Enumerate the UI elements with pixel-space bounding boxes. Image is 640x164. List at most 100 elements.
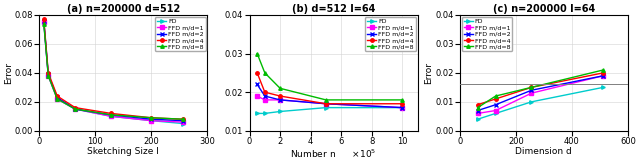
Line: FD: FD bbox=[255, 106, 404, 115]
FFD m/d=1 bbox=[474, 113, 481, 114]
FFD m/d=4 bbox=[44, 72, 52, 74]
FD bbox=[492, 113, 499, 114]
FD bbox=[71, 108, 79, 110]
FD bbox=[474, 118, 481, 120]
FD bbox=[40, 21, 47, 23]
FFD m/d=4 bbox=[148, 117, 156, 119]
FFD m/d=2 bbox=[474, 110, 481, 112]
FD bbox=[44, 75, 52, 77]
FFD m/d=1 bbox=[527, 92, 535, 94]
FFD m/d=8 bbox=[527, 86, 535, 88]
FFD m/d=1 bbox=[399, 107, 406, 109]
Y-axis label: Error: Error bbox=[424, 62, 434, 84]
Line: FD: FD bbox=[476, 86, 605, 121]
FFD m/d=8 bbox=[474, 107, 481, 109]
FFD m/d=4 bbox=[276, 95, 284, 97]
Legend: FD, FFD m/d=1, FFD m/d=2, FFD m/d=4, FFD m/d=8: FD, FFD m/d=1, FFD m/d=2, FFD m/d=4, FFD… bbox=[461, 17, 512, 51]
FFD m/d=2 bbox=[600, 75, 607, 77]
Line: FFD m/d=2: FFD m/d=2 bbox=[255, 83, 404, 109]
FFD m/d=1 bbox=[253, 95, 261, 97]
FD bbox=[253, 113, 261, 114]
FD bbox=[527, 101, 535, 103]
FFD m/d=8 bbox=[276, 87, 284, 89]
FFD m/d=8 bbox=[261, 72, 269, 74]
Line: FD: FD bbox=[42, 20, 184, 125]
FD bbox=[148, 120, 156, 122]
FFD m/d=4 bbox=[71, 107, 79, 109]
FD bbox=[53, 98, 61, 100]
FFD m/d=2 bbox=[399, 107, 406, 109]
FFD m/d=1 bbox=[148, 120, 156, 122]
FFD m/d=8 bbox=[71, 108, 79, 110]
Line: FFD m/d=8: FFD m/d=8 bbox=[255, 52, 404, 102]
FFD m/d=8 bbox=[179, 118, 187, 120]
Line: FFD m/d=8: FFD m/d=8 bbox=[42, 22, 184, 121]
FFD m/d=2 bbox=[261, 95, 269, 97]
FFD m/d=1 bbox=[261, 99, 269, 101]
FFD m/d=2 bbox=[527, 89, 535, 91]
FFD m/d=2 bbox=[40, 20, 47, 22]
Line: FFD m/d=4: FFD m/d=4 bbox=[476, 71, 605, 106]
FFD m/d=1 bbox=[44, 75, 52, 77]
X-axis label: Sketching Size l: Sketching Size l bbox=[88, 147, 159, 156]
FFD m/d=1 bbox=[492, 110, 499, 112]
FFD m/d=2 bbox=[492, 104, 499, 106]
FFD m/d=1 bbox=[600, 75, 607, 77]
FD bbox=[322, 107, 330, 109]
FFD m/d=8 bbox=[600, 69, 607, 71]
FFD m/d=4 bbox=[399, 103, 406, 105]
FFD m/d=2 bbox=[276, 99, 284, 101]
Title: (a) n=200000 d=512: (a) n=200000 d=512 bbox=[67, 4, 180, 14]
FFD m/d=4 bbox=[40, 18, 47, 20]
FFD m/d=4 bbox=[474, 104, 481, 106]
Line: FFD m/d=8: FFD m/d=8 bbox=[476, 68, 605, 109]
FFD m/d=2 bbox=[53, 96, 61, 98]
FFD m/d=2 bbox=[44, 73, 52, 75]
Line: FFD m/d=4: FFD m/d=4 bbox=[255, 71, 404, 105]
Line: FFD m/d=1: FFD m/d=1 bbox=[255, 94, 404, 109]
FFD m/d=4 bbox=[600, 72, 607, 74]
Line: FFD m/d=2: FFD m/d=2 bbox=[476, 74, 605, 112]
FFD m/d=2 bbox=[179, 120, 187, 122]
Line: FFD m/d=1: FFD m/d=1 bbox=[42, 20, 184, 124]
FFD m/d=2 bbox=[108, 114, 115, 116]
FD bbox=[179, 123, 187, 124]
FFD m/d=8 bbox=[108, 114, 115, 116]
FFD m/d=4 bbox=[527, 86, 535, 88]
FFD m/d=1 bbox=[71, 108, 79, 110]
FD bbox=[276, 111, 284, 113]
FFD m/d=2 bbox=[148, 118, 156, 120]
FFD m/d=4 bbox=[179, 118, 187, 120]
Line: FFD m/d=4: FFD m/d=4 bbox=[42, 18, 184, 121]
FFD m/d=1 bbox=[53, 98, 61, 100]
FFD m/d=8 bbox=[253, 53, 261, 55]
FFD m/d=4 bbox=[322, 103, 330, 105]
FD bbox=[261, 113, 269, 114]
FFD m/d=2 bbox=[71, 108, 79, 110]
FFD m/d=2 bbox=[322, 103, 330, 105]
FFD m/d=1 bbox=[276, 99, 284, 101]
FFD m/d=4 bbox=[53, 95, 61, 97]
Title: (c) n=200000 l=64: (c) n=200000 l=64 bbox=[493, 4, 595, 14]
Title: (b) d=512 l=64: (b) d=512 l=64 bbox=[292, 4, 375, 14]
X-axis label: Dimension d: Dimension d bbox=[515, 147, 572, 156]
FFD m/d=8 bbox=[53, 98, 61, 100]
FFD m/d=8 bbox=[44, 75, 52, 77]
Line: FFD m/d=1: FFD m/d=1 bbox=[476, 74, 605, 115]
FD bbox=[600, 86, 607, 88]
Legend: FD, FFD m/d=1, FFD m/d=2, FFD m/d=4, FFD m/d=8: FD, FFD m/d=1, FFD m/d=2, FFD m/d=4, FFD… bbox=[365, 17, 416, 51]
Y-axis label: Error: Error bbox=[4, 62, 13, 84]
FFD m/d=4 bbox=[108, 113, 115, 114]
FFD m/d=1 bbox=[322, 103, 330, 105]
Legend: FD, FFD m/d=1, FFD m/d=2, FFD m/d=4, FFD m/d=8: FD, FFD m/d=1, FFD m/d=2, FFD m/d=4, FFD… bbox=[155, 17, 205, 51]
FFD m/d=8 bbox=[492, 95, 499, 97]
FFD m/d=1 bbox=[108, 115, 115, 117]
FFD m/d=8 bbox=[322, 99, 330, 101]
FFD m/d=4 bbox=[492, 98, 499, 100]
FFD m/d=8 bbox=[148, 117, 156, 119]
FD bbox=[399, 107, 406, 109]
FFD m/d=1 bbox=[179, 121, 187, 123]
FFD m/d=2 bbox=[253, 83, 261, 85]
FFD m/d=4 bbox=[253, 72, 261, 74]
FFD m/d=4 bbox=[261, 91, 269, 93]
